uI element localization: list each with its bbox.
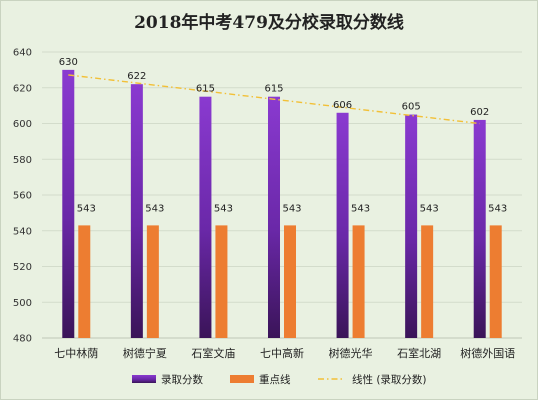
- data-label-key-line: 543: [351, 203, 370, 214]
- bar-key-line: [78, 225, 91, 338]
- data-label-score: 615: [196, 84, 215, 95]
- bar-score: [405, 114, 418, 338]
- data-label-key-line: 543: [282, 203, 301, 214]
- category-label: 石室文庙: [191, 346, 235, 360]
- legend-label-key-line: 重点线: [259, 373, 291, 386]
- data-label-score: 630: [59, 57, 78, 68]
- y-tick-label: 520: [13, 262, 32, 273]
- y-tick-label: 560: [13, 191, 32, 202]
- bar-key-line: [352, 225, 365, 338]
- data-label-key-line: 543: [77, 203, 96, 214]
- data-labels: 630 543 622 543 615 543 615 543 606 543 605 543 602 5…: [59, 57, 508, 215]
- bar-score: [268, 96, 280, 338]
- bars: [62, 69, 502, 339]
- bar-score: [473, 119, 486, 338]
- trendline: [68, 74, 480, 125]
- y-tick-label: 580: [13, 155, 32, 166]
- data-label-score: 606: [333, 100, 352, 111]
- legend-swatch-score: [132, 375, 156, 383]
- category-label: 树德光华: [329, 346, 373, 360]
- data-label-score: 622: [127, 71, 146, 82]
- category-label: 石室北湖: [397, 346, 441, 360]
- y-tick-label: 640: [13, 48, 32, 59]
- bar-key-line: [146, 225, 159, 338]
- y-axis-tick-labels: 480 500 520 540 560 580 600 620 640: [13, 48, 32, 345]
- y-tick-label: 540: [13, 226, 32, 237]
- bar-score: [336, 112, 349, 339]
- y-tick-label: 600: [13, 119, 32, 130]
- data-label-score: 605: [402, 102, 421, 113]
- gridlines: [42, 51, 522, 339]
- data-label-key-line: 543: [214, 203, 233, 214]
- data-label-key-line: 543: [488, 203, 507, 214]
- bar-score: [199, 96, 212, 338]
- legend-label-score: 录取分数: [161, 373, 203, 386]
- data-label-key-line: 543: [145, 203, 164, 214]
- bar-key-line: [421, 225, 434, 338]
- legend-swatch-key-line: [230, 375, 254, 383]
- y-tick-label: 480: [13, 334, 32, 345]
- bar-key-line: [284, 225, 296, 338]
- legend-label-trendline: 线性 (录取分数): [352, 373, 427, 386]
- data-label-score: 602: [470, 107, 489, 118]
- category-label: 七中高新: [260, 346, 304, 360]
- bar-score: [62, 69, 75, 338]
- y-tick-label: 500: [13, 298, 32, 309]
- legend: 录取分数 重点线 线性 (录取分数): [132, 373, 427, 386]
- data-label-score: 615: [264, 84, 283, 95]
- category-label: 树德宁夏: [123, 346, 167, 360]
- category-label: 七中林荫: [54, 346, 98, 360]
- bar-key-line: [215, 225, 228, 338]
- chart-title: 2018年中考479及分校录取分数线: [134, 13, 404, 33]
- category-label: 树德外国语: [460, 346, 515, 360]
- y-tick-label: 620: [13, 83, 32, 94]
- x-axis-category-labels: 七中林荫 树德宁夏 石室文庙 七中高新 树德光华 石室北湖 树德外国语: [54, 346, 515, 360]
- bar-score: [130, 84, 143, 338]
- data-label-key-line: 543: [420, 203, 439, 214]
- trendline-score: [68, 74, 480, 125]
- bar-key-line: [489, 225, 502, 338]
